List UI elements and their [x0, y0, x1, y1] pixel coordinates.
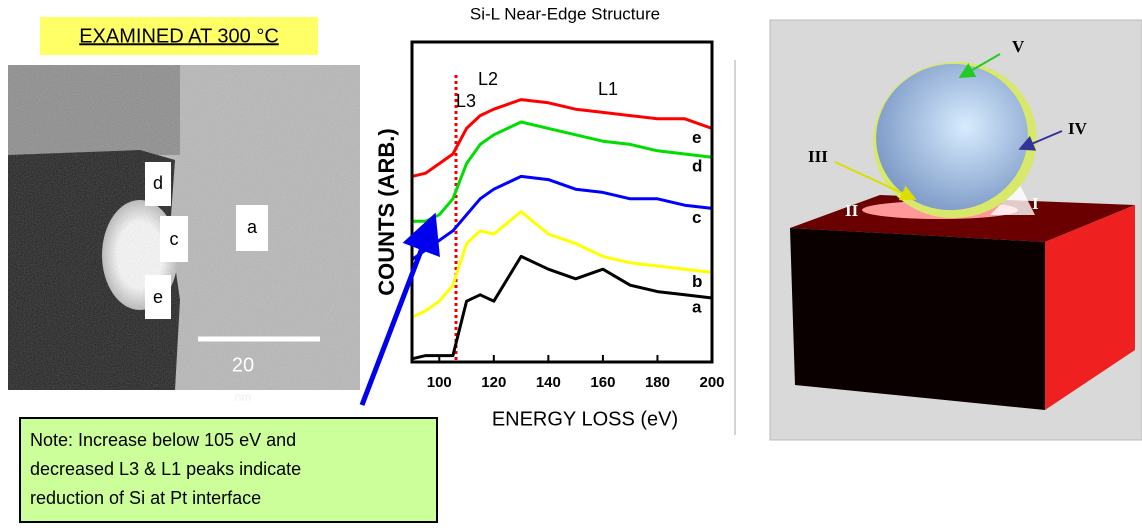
micrograph-label: e: [153, 287, 163, 307]
model-label: I: [1032, 194, 1039, 213]
scale-value: 20: [232, 354, 254, 376]
model-label: IV: [1068, 119, 1088, 138]
micrograph-label: c: [170, 229, 179, 249]
x-tick-label: 200: [699, 374, 724, 391]
x-tick-label: 140: [536, 374, 561, 391]
series-label: d: [692, 157, 702, 176]
note-line: decreased L3 & L1 peaks indicate: [30, 459, 301, 479]
model-label: III: [808, 147, 828, 166]
note-line: Note: Increase below 105 eV and: [30, 430, 296, 450]
chart-title: Si-L Near-Edge Structure: [470, 4, 660, 23]
micrograph-label: a: [247, 217, 258, 237]
x-tick-label: 160: [590, 374, 615, 391]
series-label: c: [692, 208, 701, 227]
x-tick-label: 100: [427, 374, 452, 391]
series-label: e: [692, 128, 701, 147]
slide: EXAMINED AT 300 °C d c a e 20 nm Si-L Ne…: [0, 0, 1142, 523]
model-label: V: [1012, 37, 1025, 56]
header-title: EXAMINED AT 300 °C: [79, 25, 279, 47]
model-label: II: [845, 201, 859, 220]
x-axis-label: ENERGY LOSS (eV): [492, 408, 678, 430]
series-label: a: [692, 297, 702, 316]
annotation: L3: [456, 91, 476, 111]
micrograph: [8, 65, 360, 390]
annotation: L1: [598, 79, 618, 99]
x-tick-label: 120: [481, 374, 506, 391]
model-3d: [770, 20, 1142, 440]
annotation: L2: [478, 69, 498, 89]
spectrum-chart: Si-L Near-Edge Structure COUNTS (ARB.) E…: [374, 4, 735, 435]
micrograph-label: d: [153, 173, 163, 193]
note-line: reduction of Si at Pt interface: [30, 488, 261, 508]
y-axis-label: COUNTS (ARB.): [374, 128, 399, 295]
x-tick-label: 180: [645, 374, 670, 391]
scale-unit: nm: [235, 390, 252, 404]
series-label: b: [692, 272, 702, 291]
